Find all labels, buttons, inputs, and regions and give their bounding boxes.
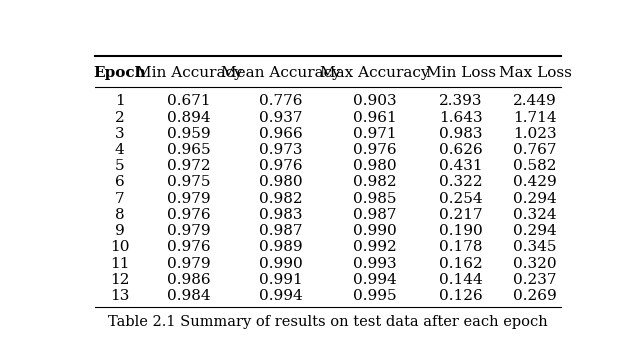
Text: 0.961: 0.961 [353,111,397,125]
Text: 0.992: 0.992 [353,240,397,254]
Text: 0.979: 0.979 [167,224,211,238]
Text: 9: 9 [115,224,125,238]
Text: 2.449: 2.449 [513,94,557,109]
Text: 2: 2 [115,111,125,125]
Text: 0.320: 0.320 [513,257,557,270]
Text: 3: 3 [115,127,125,141]
Text: 0.254: 0.254 [439,192,483,206]
Text: 0.983: 0.983 [259,208,303,222]
Text: 0.987: 0.987 [353,208,397,222]
Text: 0.976: 0.976 [167,208,211,222]
Text: 10: 10 [110,240,129,254]
Text: 0.126: 0.126 [439,289,483,303]
Text: 0.903: 0.903 [353,94,397,109]
Text: 0.431: 0.431 [439,159,483,173]
Text: 0.976: 0.976 [353,143,397,157]
Text: 0.269: 0.269 [513,289,557,303]
Text: 0.983: 0.983 [439,127,483,141]
Text: 0.190: 0.190 [439,224,483,238]
Text: 0.966: 0.966 [259,127,303,141]
Text: 0.144: 0.144 [439,273,483,287]
Text: 0.982: 0.982 [353,175,397,189]
Text: 0.965: 0.965 [167,143,211,157]
Text: 0.776: 0.776 [259,94,303,109]
Text: Epoch: Epoch [93,66,146,80]
Text: 0.294: 0.294 [513,192,557,206]
Text: 0.217: 0.217 [439,208,483,222]
Text: 0.982: 0.982 [259,192,303,206]
Text: 0.345: 0.345 [513,240,557,254]
Text: 0.976: 0.976 [167,240,211,254]
Text: Min Accuracy: Min Accuracy [136,66,243,80]
Text: 5: 5 [115,159,125,173]
Text: 0.994: 0.994 [353,273,397,287]
Text: 2.393: 2.393 [439,94,483,109]
Text: 0.995: 0.995 [353,289,397,303]
Text: 0.237: 0.237 [513,273,557,287]
Text: 7: 7 [115,192,125,206]
Text: 0.990: 0.990 [259,257,303,270]
Text: 0.984: 0.984 [167,289,211,303]
Text: 0.972: 0.972 [167,159,211,173]
Text: 8: 8 [115,208,125,222]
Text: Mean Accuracy: Mean Accuracy [221,66,340,80]
Text: 0.894: 0.894 [167,111,211,125]
Text: 0.987: 0.987 [259,224,303,238]
Text: 1: 1 [115,94,125,109]
Text: 0.989: 0.989 [259,240,303,254]
Text: 0.976: 0.976 [259,159,303,173]
Text: 0.991: 0.991 [259,273,303,287]
Text: 12: 12 [110,273,129,287]
Text: 4: 4 [115,143,125,157]
Text: 0.973: 0.973 [259,143,303,157]
Text: 0.990: 0.990 [353,224,397,238]
Text: 0.975: 0.975 [168,175,211,189]
Text: 0.985: 0.985 [353,192,397,206]
Text: 0.324: 0.324 [513,208,557,222]
Text: 0.626: 0.626 [439,143,483,157]
Text: 0.980: 0.980 [259,175,303,189]
Text: 0.767: 0.767 [513,143,557,157]
Text: 0.959: 0.959 [167,127,211,141]
Text: 11: 11 [110,257,129,270]
Text: 13: 13 [110,289,129,303]
Text: Max Accuracy: Max Accuracy [321,66,430,80]
Text: 1.714: 1.714 [513,111,557,125]
Text: 1.643: 1.643 [439,111,483,125]
Text: 0.971: 0.971 [353,127,397,141]
Text: 0.429: 0.429 [513,175,557,189]
Text: 0.178: 0.178 [439,240,483,254]
Text: 1.023: 1.023 [513,127,557,141]
Text: 0.993: 0.993 [353,257,397,270]
Text: 0.937: 0.937 [259,111,303,125]
Text: Max Loss: Max Loss [499,66,572,80]
Text: 0.979: 0.979 [167,192,211,206]
Text: Min Loss: Min Loss [426,66,496,80]
Text: 0.986: 0.986 [167,273,211,287]
Text: 0.980: 0.980 [353,159,397,173]
Text: 0.322: 0.322 [439,175,483,189]
Text: Table 2.1 Summary of results on test data after each epoch: Table 2.1 Summary of results on test dat… [108,315,548,329]
Text: 0.294: 0.294 [513,224,557,238]
Text: 0.979: 0.979 [167,257,211,270]
Text: 0.994: 0.994 [259,289,303,303]
Text: 0.582: 0.582 [513,159,557,173]
Text: 0.671: 0.671 [167,94,211,109]
Text: 6: 6 [115,175,125,189]
Text: 0.162: 0.162 [439,257,483,270]
